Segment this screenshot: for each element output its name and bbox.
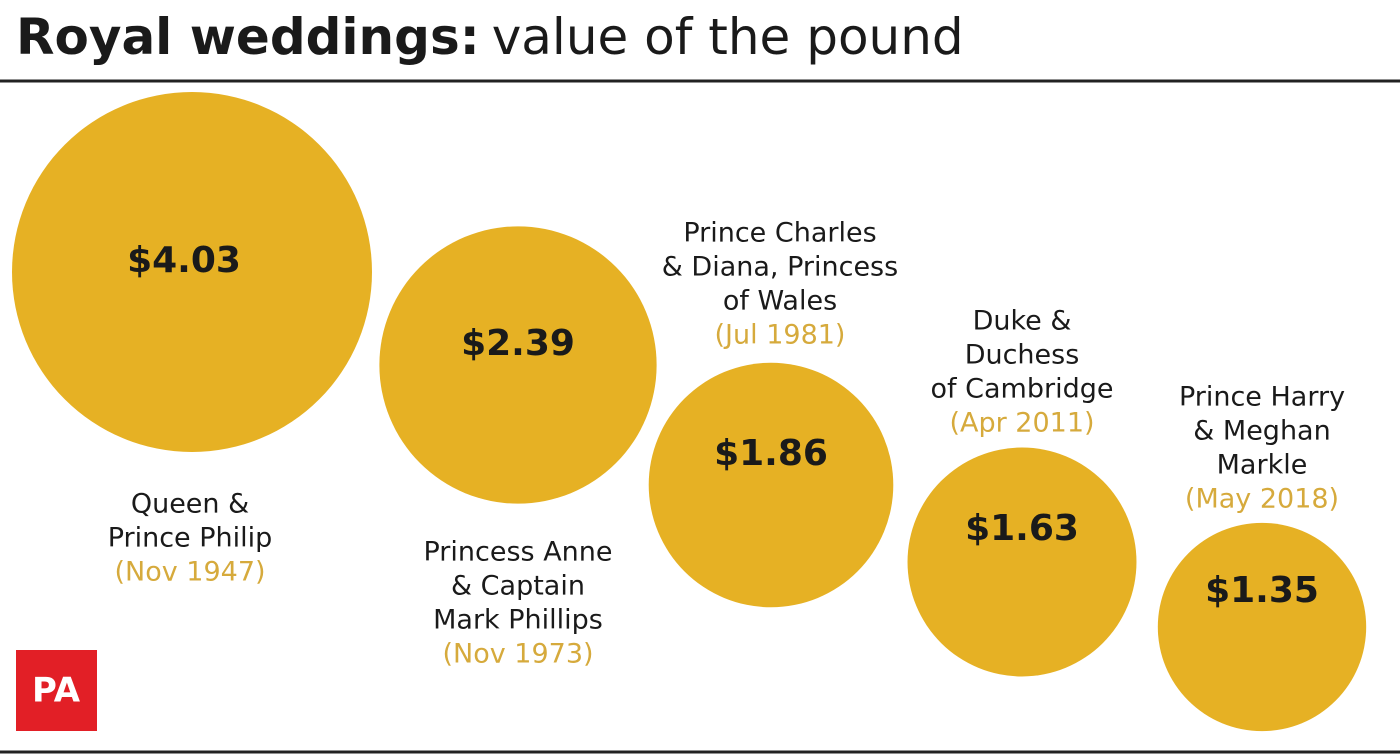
chart-title: Royal weddings: value of the pound — [16, 8, 964, 66]
date: (Nov 1947) — [114, 557, 265, 588]
subtitle: value of the pound — [492, 8, 964, 66]
caption: & Captain — [451, 571, 585, 602]
value-label: $1.35 — [1205, 570, 1319, 611]
caption: of Wales — [723, 286, 837, 317]
bubble — [379, 226, 657, 504]
caption: Prince Philip — [108, 523, 273, 554]
caption: & Diana, Princess — [662, 252, 898, 283]
caption: & Meghan — [1193, 416, 1330, 447]
date: (May 2018) — [1185, 484, 1339, 515]
caption: of Cambridge — [931, 374, 1114, 405]
caption: Duchess — [965, 340, 1080, 371]
date: (Apr 2011) — [949, 408, 1094, 439]
caption: Prince Charles — [683, 218, 876, 249]
logo-box — [16, 650, 97, 731]
caption: Princess Anne — [424, 537, 613, 568]
bubble — [12, 92, 372, 452]
value-label: $1.63 — [965, 508, 1079, 549]
bubble — [907, 447, 1137, 677]
value-label: $4.03 — [127, 240, 241, 281]
caption: Duke & — [973, 306, 1072, 337]
bubble — [1157, 522, 1367, 732]
caption: Mark Phillips — [433, 605, 603, 636]
date: (Nov 1973) — [442, 639, 593, 670]
date: (Jul 1981) — [715, 320, 846, 351]
title: Royal weddings: — [16, 8, 480, 66]
caption: Queen & — [131, 489, 249, 520]
bubble — [648, 362, 894, 608]
value-label: $1.86 — [714, 433, 828, 474]
caption: Markle — [1217, 450, 1308, 481]
logo: PA — [32, 671, 81, 711]
caption: Prince Harry — [1179, 382, 1345, 413]
value-label: $2.39 — [461, 323, 575, 364]
